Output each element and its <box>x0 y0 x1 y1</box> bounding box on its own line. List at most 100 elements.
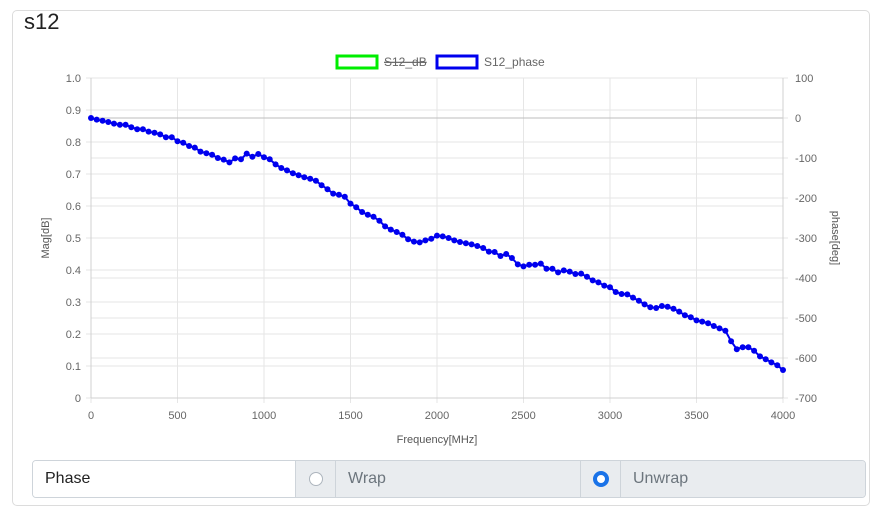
data-point <box>324 186 331 193</box>
y-left-axis-label: Mag[dB] <box>40 218 52 259</box>
data-point <box>457 239 464 245</box>
data-point <box>387 226 394 233</box>
data-point <box>630 294 637 301</box>
data-point <box>434 232 440 239</box>
chart-legend[interactable]: S12_dB S12_phase <box>335 54 545 70</box>
data-point <box>762 356 769 363</box>
data-point <box>99 117 106 124</box>
y-left-tick-label: 0.4 <box>66 265 81 277</box>
data-point <box>774 362 781 369</box>
data-point <box>405 236 412 243</box>
data-point <box>255 151 262 157</box>
y-right-tick-label: -400 <box>795 273 817 285</box>
data-point <box>612 289 619 295</box>
x-tick-label: 1500 <box>338 410 362 422</box>
legend-swatch-S12_dB[interactable] <box>335 54 379 70</box>
data-point <box>318 182 325 189</box>
data-point <box>508 255 515 261</box>
legend-label-S12_dB[interactable]: S12_dB <box>384 55 427 69</box>
s12-card <box>12 10 870 506</box>
data-point <box>272 161 279 168</box>
data-point <box>341 193 348 200</box>
data-point <box>174 138 181 145</box>
x-tick-label: 0 <box>88 410 94 422</box>
data-point <box>399 231 406 238</box>
y-right-tick-label: -100 <box>795 153 817 165</box>
data-point <box>676 308 683 315</box>
data-point <box>687 314 694 321</box>
card-title: s12 <box>24 9 60 34</box>
y-right-tick-label: -600 <box>795 353 817 365</box>
data-point <box>710 323 717 329</box>
legend-swatch-S12_phase[interactable] <box>435 54 479 70</box>
data-point <box>480 245 487 251</box>
data-point <box>359 209 366 215</box>
data-point <box>289 170 296 177</box>
data-point <box>543 265 550 272</box>
data-point <box>445 235 452 241</box>
data-point <box>214 155 221 161</box>
data-point <box>653 305 660 311</box>
y-left-tick-label: 0.6 <box>66 201 81 213</box>
x-tick-label: 3000 <box>598 410 622 422</box>
data-point <box>226 159 233 166</box>
data-point <box>364 211 371 218</box>
y-right-tick-label: 100 <box>795 73 813 85</box>
data-point <box>410 238 417 245</box>
y-left-tick-label: 0.1 <box>66 361 81 373</box>
data-point <box>618 291 625 297</box>
data-point <box>739 344 746 351</box>
data-point <box>756 353 763 360</box>
data-point <box>780 367 786 373</box>
data-point <box>728 338 735 345</box>
data-point <box>116 121 123 128</box>
y-right-axis-label: phase[deg] <box>829 211 841 265</box>
data-point <box>151 129 158 136</box>
data-point <box>145 128 152 135</box>
data-point <box>220 156 227 163</box>
data-point <box>416 239 423 246</box>
unwrap-option[interactable]: Unwrap <box>580 461 865 497</box>
chart-grid <box>86 77 788 403</box>
data-point <box>122 121 129 128</box>
chart-ticks: 0 500 1000 1500 2000 2500 3000 3500 400000.10.20… <box>66 73 817 422</box>
data-point <box>393 229 400 235</box>
data-point <box>451 237 458 244</box>
x-tick-label: 2000 <box>425 410 449 422</box>
wrap-radio[interactable] <box>308 472 323 486</box>
data-point <box>237 156 244 163</box>
data-point <box>261 154 267 161</box>
phase-label: Phase <box>33 461 296 497</box>
data-point <box>376 217 383 224</box>
data-point <box>128 124 135 131</box>
chart-series <box>88 115 786 373</box>
data-point <box>422 237 429 244</box>
y-left-tick-label: 0 <box>75 393 81 405</box>
y-right-tick-label: -500 <box>795 313 817 325</box>
x-tick-label: 4000 <box>771 410 795 422</box>
data-point <box>664 303 671 310</box>
data-point <box>428 235 435 242</box>
wrap-option[interactable]: Wrap <box>296 461 580 497</box>
data-point <box>382 223 389 230</box>
data-point <box>549 265 556 272</box>
data-point <box>745 344 752 351</box>
data-point <box>278 165 285 171</box>
data-point <box>243 150 250 157</box>
data-point <box>705 320 712 327</box>
data-point <box>468 241 475 248</box>
data-point <box>93 116 100 123</box>
y-left-tick-label: 0.8 <box>66 137 81 149</box>
data-point <box>658 303 665 309</box>
phase-radio-group: Phase Wrap Unwrap <box>32 460 866 498</box>
data-point <box>578 270 585 277</box>
unwrap-radio[interactable] <box>592 471 609 487</box>
data-point <box>647 304 654 311</box>
data-point <box>497 253 504 259</box>
chart-axes <box>90 78 784 399</box>
y-right-tick-label: 0 <box>795 113 801 125</box>
data-point <box>595 279 602 286</box>
data-point <box>312 177 319 184</box>
legend-label-S12_phase[interactable]: S12_phase <box>484 55 545 69</box>
